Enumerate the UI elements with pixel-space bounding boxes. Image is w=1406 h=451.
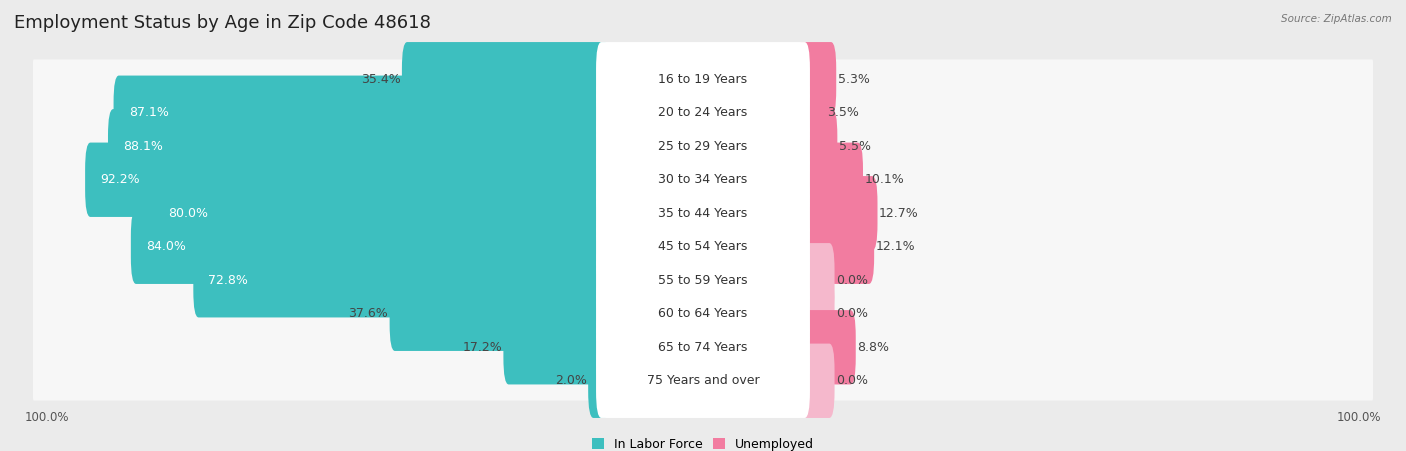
Text: 25 to 29 Years: 25 to 29 Years xyxy=(658,140,748,153)
FancyBboxPatch shape xyxy=(796,176,877,250)
Text: 45 to 54 Years: 45 to 54 Years xyxy=(658,240,748,253)
FancyBboxPatch shape xyxy=(32,361,1374,400)
Text: 12.1%: 12.1% xyxy=(876,240,915,253)
FancyBboxPatch shape xyxy=(32,327,1374,367)
FancyBboxPatch shape xyxy=(32,227,1374,267)
FancyBboxPatch shape xyxy=(796,310,856,384)
FancyBboxPatch shape xyxy=(596,344,810,418)
FancyBboxPatch shape xyxy=(796,243,835,318)
Text: 92.2%: 92.2% xyxy=(100,173,139,186)
FancyBboxPatch shape xyxy=(503,310,610,384)
FancyBboxPatch shape xyxy=(402,42,610,116)
FancyBboxPatch shape xyxy=(596,210,810,284)
FancyBboxPatch shape xyxy=(108,109,610,184)
FancyBboxPatch shape xyxy=(32,261,1374,300)
Text: 0.0%: 0.0% xyxy=(835,307,868,320)
FancyBboxPatch shape xyxy=(32,93,1374,133)
Text: 12.7%: 12.7% xyxy=(879,207,918,220)
Text: 16 to 19 Years: 16 to 19 Years xyxy=(658,73,748,86)
FancyBboxPatch shape xyxy=(32,60,1374,99)
Text: 80.0%: 80.0% xyxy=(169,207,208,220)
Text: 20 to 24 Years: 20 to 24 Years xyxy=(658,106,748,119)
Legend: In Labor Force, Unemployed: In Labor Force, Unemployed xyxy=(586,433,820,451)
Text: 75 Years and over: 75 Years and over xyxy=(647,374,759,387)
FancyBboxPatch shape xyxy=(389,276,610,351)
FancyBboxPatch shape xyxy=(596,76,810,150)
FancyBboxPatch shape xyxy=(796,76,827,150)
Text: 72.8%: 72.8% xyxy=(208,274,249,287)
FancyBboxPatch shape xyxy=(796,109,838,184)
FancyBboxPatch shape xyxy=(193,243,610,318)
Text: 65 to 74 Years: 65 to 74 Years xyxy=(658,341,748,354)
Text: 2.0%: 2.0% xyxy=(555,374,586,387)
FancyBboxPatch shape xyxy=(131,210,610,284)
Text: 88.1%: 88.1% xyxy=(124,140,163,153)
Text: 84.0%: 84.0% xyxy=(146,240,186,253)
FancyBboxPatch shape xyxy=(32,294,1374,334)
FancyBboxPatch shape xyxy=(596,243,810,318)
FancyBboxPatch shape xyxy=(153,176,610,250)
Text: 0.0%: 0.0% xyxy=(835,274,868,287)
FancyBboxPatch shape xyxy=(596,109,810,184)
FancyBboxPatch shape xyxy=(796,210,875,284)
Text: 35.4%: 35.4% xyxy=(361,73,401,86)
Text: Employment Status by Age in Zip Code 48618: Employment Status by Age in Zip Code 486… xyxy=(14,14,430,32)
FancyBboxPatch shape xyxy=(596,276,810,351)
Text: 8.8%: 8.8% xyxy=(858,341,889,354)
FancyBboxPatch shape xyxy=(796,42,837,116)
Text: 17.2%: 17.2% xyxy=(463,341,502,354)
FancyBboxPatch shape xyxy=(32,193,1374,233)
Text: 0.0%: 0.0% xyxy=(835,374,868,387)
Text: 5.5%: 5.5% xyxy=(838,140,870,153)
Text: 5.3%: 5.3% xyxy=(838,73,869,86)
Text: Source: ZipAtlas.com: Source: ZipAtlas.com xyxy=(1281,14,1392,23)
FancyBboxPatch shape xyxy=(32,126,1374,166)
FancyBboxPatch shape xyxy=(596,176,810,250)
Text: 87.1%: 87.1% xyxy=(129,106,169,119)
FancyBboxPatch shape xyxy=(596,42,810,116)
Text: 37.6%: 37.6% xyxy=(349,307,388,320)
FancyBboxPatch shape xyxy=(114,76,610,150)
FancyBboxPatch shape xyxy=(596,310,810,384)
FancyBboxPatch shape xyxy=(32,160,1374,199)
FancyBboxPatch shape xyxy=(86,143,610,217)
FancyBboxPatch shape xyxy=(596,143,810,217)
FancyBboxPatch shape xyxy=(796,276,835,351)
Text: 35 to 44 Years: 35 to 44 Years xyxy=(658,207,748,220)
FancyBboxPatch shape xyxy=(796,143,863,217)
Text: 55 to 59 Years: 55 to 59 Years xyxy=(658,274,748,287)
FancyBboxPatch shape xyxy=(588,344,610,418)
FancyBboxPatch shape xyxy=(796,344,835,418)
Text: 10.1%: 10.1% xyxy=(865,173,904,186)
Text: 60 to 64 Years: 60 to 64 Years xyxy=(658,307,748,320)
Text: 3.5%: 3.5% xyxy=(828,106,859,119)
Text: 30 to 34 Years: 30 to 34 Years xyxy=(658,173,748,186)
